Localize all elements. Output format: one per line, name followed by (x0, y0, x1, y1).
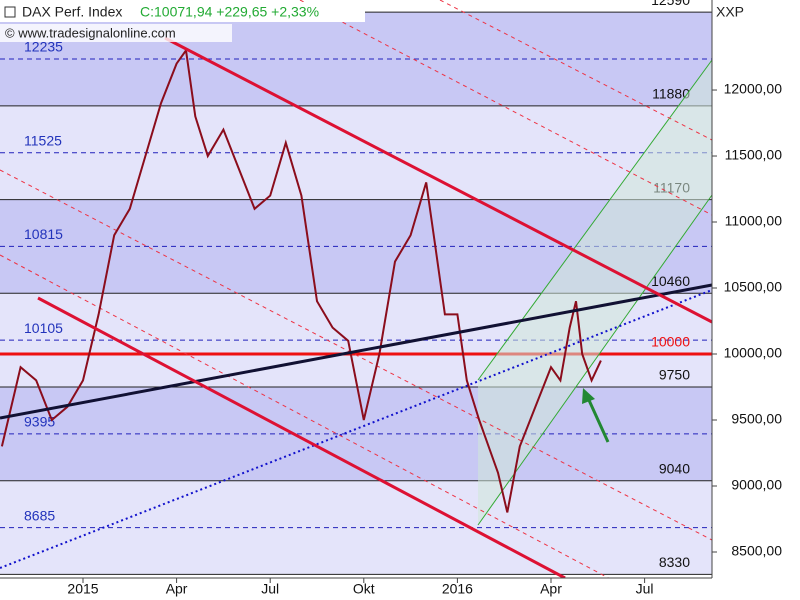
x-tick-label: Apr (166, 581, 188, 597)
green-channel-fill (478, 60, 712, 525)
x-tick-label: Apr (540, 581, 562, 597)
x-tick-label: 2016 (442, 581, 473, 597)
red-dashed-parallel (439, 0, 713, 141)
dashed-level-label: 11525 (24, 132, 62, 148)
levels: 1259011880111701046097509040833012235115… (0, 0, 712, 575)
chart-title: DAX Perf. Index (22, 4, 122, 20)
dashed-level-label: 8685 (24, 507, 55, 523)
y-tick-label: 10000,00 (724, 345, 783, 361)
green-channel-upper (477, 59, 713, 381)
series (0, 47, 602, 513)
x-tick-label: Jul (261, 581, 279, 597)
dashed-level-label: 10815 (24, 226, 63, 242)
source: © www.tradesignalonline.com (5, 25, 176, 40)
green-arrow-head (582, 388, 595, 404)
y-tick-label: 8500,00 (731, 543, 782, 559)
y-tick-label: 10500,00 (724, 279, 783, 295)
axes: 8500,00 9000,00 9500,00 10000,00 10500,00 110… (67, 81, 782, 597)
blue-dotted-trend (0, 289, 713, 569)
symbol: XXP (716, 4, 744, 20)
title-icon (4, 6, 16, 18)
solid-level-label: 9040 (659, 460, 690, 476)
y-tick-label: 11500,00 (725, 147, 783, 163)
y-tick-label: 12000,00 (724, 81, 783, 97)
y-axis-panel (712, 0, 800, 578)
black-trend (0, 283, 713, 420)
red-dashed-parallel (299, 0, 713, 216)
green-arrow (586, 397, 610, 443)
y-tick-label: 11000,00 (725, 213, 783, 229)
dashed-level-label: 9395 (24, 414, 55, 430)
x-tick-label: 2015 (67, 581, 98, 597)
solid-level-label: 10460 (651, 273, 690, 289)
chart-subtitle: C:10071,94 +229,65 +2,33% (140, 4, 319, 20)
y-tick-label: 9000,00 (731, 477, 782, 493)
red-dashed-parallel (0, 169, 713, 541)
red-dashed-parallel (0, 254, 651, 600)
solid-level-label: 12590 (651, 0, 690, 8)
red-channel-upper (164, 36, 713, 324)
highlight-level-label: 10000 (651, 334, 690, 350)
price-line (0, 47, 602, 513)
source-box (0, 24, 232, 42)
red-channel-lower (37, 296, 566, 580)
solid-level-label: 9750 (659, 367, 690, 383)
y-tick-label: 9500,00 (731, 411, 782, 427)
title-box (0, 2, 365, 22)
solid-level-label: 8330 (659, 554, 690, 570)
solid-level-label: 11880 (652, 86, 690, 102)
dashed-level-label: 12235 (24, 39, 63, 55)
x-tick-label: Okt (353, 581, 375, 597)
green-channel-lower (477, 194, 713, 526)
x-tick-label: Jul (636, 581, 654, 597)
dashed-level-label: 10105 (24, 320, 63, 336)
x-axis-panel (0, 578, 800, 600)
